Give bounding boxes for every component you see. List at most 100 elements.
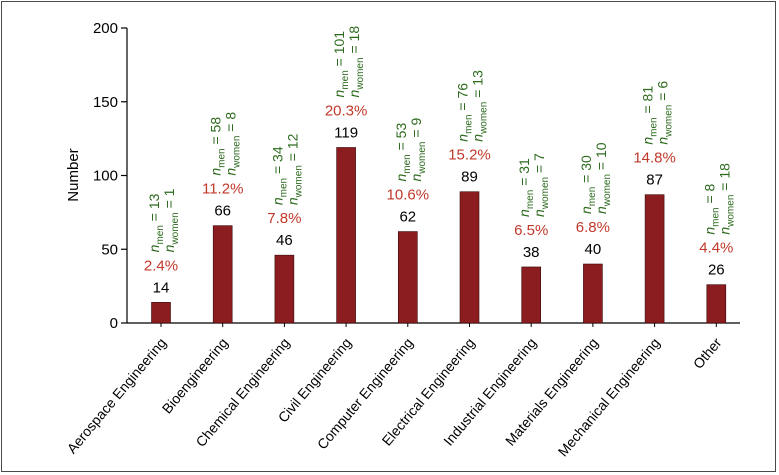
n-value: = 8 bbox=[701, 183, 717, 207]
y-tick-label: 150 bbox=[93, 94, 118, 111]
value-label: 119 bbox=[334, 124, 358, 141]
n-symbol: n bbox=[223, 168, 239, 176]
n-men-label-text: nmen = 30 bbox=[578, 155, 598, 214]
n-value: = 9 bbox=[408, 118, 424, 142]
n-women-label: nwomen = 7 bbox=[531, 153, 551, 217]
percent-label: 2.4% bbox=[144, 257, 178, 274]
n-symbol: n bbox=[284, 197, 300, 205]
bar bbox=[212, 225, 233, 324]
n-subscript: women bbox=[417, 142, 428, 175]
n-men-label-text: nmen = 8 bbox=[701, 183, 721, 234]
n-subscript: men bbox=[278, 178, 289, 197]
n-value: = 13 bbox=[470, 70, 486, 102]
value-label: 40 bbox=[585, 241, 602, 258]
n-women-label-text: nwomen = 9 bbox=[408, 118, 428, 182]
value-label: 38 bbox=[523, 244, 540, 261]
n-men-label-text: nmen = 76 bbox=[455, 83, 475, 142]
n-subscript: women bbox=[293, 165, 304, 198]
n-women-label-text: nwomen = 12 bbox=[284, 133, 304, 205]
value-label: 26 bbox=[708, 262, 725, 279]
value-label: 89 bbox=[461, 169, 478, 186]
n-symbol: n bbox=[146, 244, 162, 252]
n-subscript: women bbox=[540, 177, 551, 210]
n-women-label: nwomen = 10 bbox=[593, 142, 613, 214]
n-value: = 58 bbox=[208, 117, 224, 149]
n-symbol: n bbox=[331, 89, 347, 97]
n-value: = 34 bbox=[269, 146, 285, 178]
n-women-label: nwomen = 13 bbox=[470, 70, 490, 142]
y-ticks: 0 50 100 150 200 bbox=[93, 20, 127, 332]
n-subscript: men bbox=[649, 117, 660, 136]
n-symbol: n bbox=[269, 197, 285, 205]
n-women-label-text: nwomen = 18 bbox=[346, 26, 366, 98]
y-tick-label: 200 bbox=[93, 20, 118, 37]
n-subscript: women bbox=[725, 195, 736, 228]
n-subscript: women bbox=[479, 102, 490, 135]
n-subscript: men bbox=[402, 154, 413, 173]
n-men-label: nmen = 30 bbox=[578, 155, 598, 214]
y-tick-label: 50 bbox=[101, 241, 118, 258]
n-men-label: nmen = 31 bbox=[516, 158, 536, 217]
bar bbox=[583, 263, 603, 324]
n-subscript: women bbox=[355, 57, 366, 90]
x-category-label: Aerospace Engineering bbox=[63, 335, 169, 457]
n-women-label-text: nwomen = 8 bbox=[223, 112, 243, 176]
n-symbol: n bbox=[578, 206, 594, 214]
n-subscript: men bbox=[217, 148, 228, 167]
n-men-label: nmen = 34 bbox=[269, 146, 289, 205]
n-subscript: men bbox=[340, 70, 351, 89]
n-subscript: women bbox=[232, 136, 243, 169]
y-tick-label: 100 bbox=[93, 168, 118, 185]
n-subscript: men bbox=[710, 207, 721, 226]
n-value: = 18 bbox=[346, 26, 362, 58]
value-label: 87 bbox=[646, 172, 663, 189]
percent-label: 6.8% bbox=[576, 219, 610, 236]
n-men-label: nmen = 58 bbox=[208, 117, 228, 176]
value-label: 66 bbox=[214, 203, 231, 220]
n-value: = 12 bbox=[284, 133, 300, 165]
n-women-label-text: nwomen = 10 bbox=[593, 142, 613, 214]
bar bbox=[274, 254, 295, 324]
n-women-label: nwomen = 8 bbox=[223, 112, 243, 176]
bar bbox=[336, 147, 356, 324]
n-symbol: n bbox=[346, 89, 362, 97]
x-category-label: Mechanical Engineering bbox=[555, 335, 663, 460]
n-value: = 30 bbox=[578, 155, 594, 187]
y-tick-label: 0 bbox=[110, 315, 118, 332]
percent-label: 11.2% bbox=[202, 181, 243, 198]
n-subscript: men bbox=[525, 190, 536, 209]
value-label: 14 bbox=[153, 279, 170, 296]
n-symbol: n bbox=[408, 174, 424, 182]
n-women-label-text: nwomen = 1 bbox=[161, 188, 181, 252]
n-men-label-text: nmen = 101 bbox=[331, 31, 351, 98]
n-men-label: nmen = 8 bbox=[701, 183, 721, 234]
n-symbol: n bbox=[655, 137, 671, 145]
n-men-label-text: nmen = 58 bbox=[208, 117, 228, 176]
n-subscript: women bbox=[170, 212, 181, 245]
n-symbol: n bbox=[531, 209, 547, 217]
n-value: = 1 bbox=[161, 188, 177, 212]
n-value: = 6 bbox=[655, 81, 671, 105]
n-women-label-text: nwomen = 13 bbox=[470, 70, 490, 142]
x-category-label: Bioengineering bbox=[159, 335, 231, 417]
y-axis-label: Number bbox=[65, 148, 82, 201]
n-value: = 53 bbox=[393, 123, 409, 155]
n-symbol: n bbox=[393, 174, 409, 182]
n-women-label: nwomen = 6 bbox=[655, 81, 675, 145]
n-subscript: men bbox=[155, 225, 166, 244]
n-men-label: nmen = 13 bbox=[146, 193, 166, 252]
n-symbol: n bbox=[593, 206, 609, 214]
n-symbol: n bbox=[701, 227, 717, 235]
percent-label: 20.3% bbox=[325, 102, 368, 119]
value-label: 62 bbox=[399, 209, 416, 226]
n-men-label-text: nmen = 53 bbox=[393, 123, 413, 182]
n-women-label: nwomen = 9 bbox=[408, 118, 428, 182]
n-symbol: n bbox=[640, 137, 656, 145]
n-men-label-text: nmen = 81 bbox=[640, 86, 660, 145]
bar bbox=[521, 266, 542, 324]
n-value: = 31 bbox=[516, 158, 532, 190]
n-symbol: n bbox=[161, 244, 177, 252]
n-symbol: n bbox=[470, 134, 486, 142]
bars bbox=[151, 147, 727, 324]
